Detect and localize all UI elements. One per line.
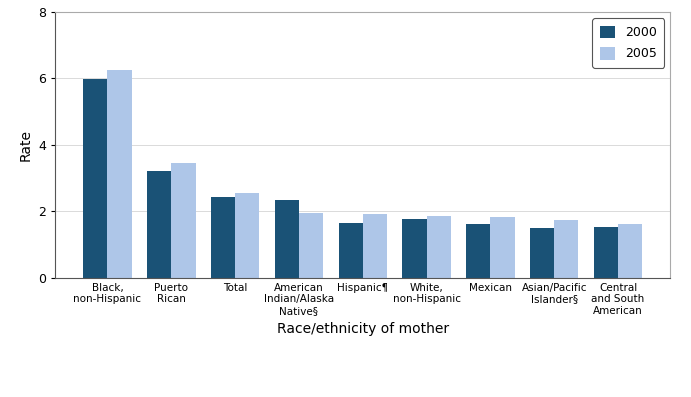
Bar: [363, 214, 387, 278]
Y-axis label: Rate: Rate: [19, 129, 32, 161]
Bar: [275, 200, 299, 278]
Bar: [594, 227, 618, 278]
Bar: [108, 70, 132, 278]
Bar: [426, 216, 451, 278]
Bar: [491, 218, 515, 278]
Legend: 2000, 2005: 2000, 2005: [592, 18, 664, 68]
Bar: [235, 193, 259, 278]
Bar: [618, 224, 643, 278]
Bar: [147, 171, 171, 278]
Bar: [211, 197, 235, 278]
Bar: [530, 228, 554, 278]
Bar: [554, 220, 578, 278]
Bar: [299, 214, 323, 278]
X-axis label: Race/ethnicity of mother: Race/ethnicity of mother: [276, 322, 449, 335]
Bar: [402, 219, 426, 278]
Bar: [171, 162, 196, 278]
Bar: [339, 224, 363, 278]
Bar: [83, 79, 108, 278]
Bar: [466, 224, 491, 278]
